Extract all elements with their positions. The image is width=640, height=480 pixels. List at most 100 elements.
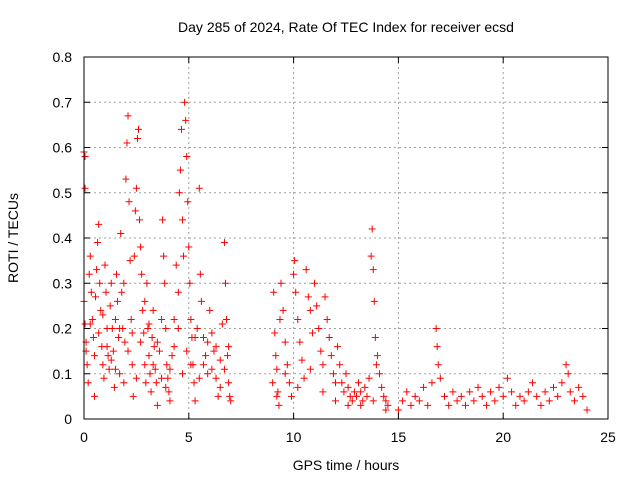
data-point (279, 306, 287, 314)
data-point (276, 315, 284, 323)
data-point (202, 352, 210, 360)
data-point (583, 406, 591, 414)
data-point (86, 252, 94, 260)
data-point (186, 279, 194, 287)
data-point (315, 325, 323, 332)
x-tick-label: 10 (286, 429, 302, 445)
data-point (95, 329, 103, 337)
data-point (296, 338, 304, 346)
data-point (206, 306, 214, 314)
data-point (575, 383, 583, 391)
data-point (81, 184, 89, 192)
data-point (428, 379, 436, 387)
data-point (92, 293, 100, 301)
data-point (449, 388, 457, 396)
data-point (212, 343, 220, 351)
data-point (407, 401, 415, 409)
data-point (149, 361, 157, 369)
data-point (227, 397, 235, 405)
data-point (158, 315, 166, 323)
data-point (273, 365, 281, 373)
y-tick-label: 0.5 (53, 185, 73, 201)
data-point (338, 379, 346, 387)
data-point (120, 379, 128, 387)
data-point (176, 166, 184, 174)
data-point (436, 374, 444, 382)
data-point (300, 374, 308, 382)
data-point (128, 361, 136, 369)
data-point (348, 397, 356, 405)
data-point (145, 320, 153, 328)
data-point (466, 388, 474, 396)
data-point (139, 306, 147, 314)
data-point (106, 302, 114, 310)
data-point (225, 379, 233, 387)
data-point (89, 334, 97, 342)
data-point (163, 361, 171, 369)
data-point (191, 397, 199, 405)
data-point (84, 379, 92, 387)
data-point (159, 216, 167, 224)
data-point (138, 270, 146, 278)
data-point (204, 370, 212, 378)
data-point (187, 315, 195, 323)
data-point (111, 315, 119, 323)
data-point (453, 397, 461, 405)
data-point (319, 388, 327, 396)
y-tick-label: 0.2 (53, 321, 73, 337)
data-point (149, 306, 157, 314)
data-point (306, 306, 314, 314)
data-point (226, 392, 234, 400)
data-point (313, 302, 321, 310)
data-point (441, 392, 449, 400)
x-tick-label: 0 (80, 429, 88, 445)
data-point (165, 388, 173, 396)
data-point (491, 397, 499, 405)
data-point (181, 98, 189, 106)
data-point (162, 383, 170, 391)
data-point (143, 279, 151, 287)
y-tick-label: 0.3 (53, 275, 73, 291)
data-point (100, 374, 108, 382)
data-point (179, 216, 187, 224)
data-point (359, 397, 367, 405)
data-point (524, 388, 532, 396)
data-point (96, 279, 104, 287)
data-point (87, 288, 95, 296)
data-point (99, 361, 107, 369)
data-point (370, 297, 378, 305)
tick-layer: 0 5 10 15 20 25 0 0.1 0.2 0.3 0.4 0.5 0.6 0.7 0.8 (53, 49, 616, 445)
data-point (125, 198, 133, 206)
data-point (195, 374, 203, 382)
data-point (172, 261, 180, 269)
data-point (212, 374, 220, 382)
data-point (150, 343, 158, 351)
data-point (281, 370, 289, 378)
data-point (124, 347, 132, 355)
data-point (269, 379, 277, 387)
data-point (512, 401, 520, 409)
data-point (378, 383, 386, 391)
data-point (503, 374, 511, 382)
y-tick-label: 0.6 (53, 140, 73, 156)
data-point (182, 116, 190, 124)
data-point (88, 315, 96, 323)
x-tick-label: 5 (185, 429, 193, 445)
data-point (487, 388, 495, 396)
y-tick-label: 0.8 (53, 49, 73, 65)
data-point (99, 311, 107, 319)
data-markers-layer (80, 98, 591, 414)
data-point (174, 288, 182, 296)
data-point (216, 356, 224, 364)
data-point (562, 361, 570, 369)
data-point (224, 352, 232, 360)
data-point (208, 329, 216, 337)
x-tick-label: 15 (391, 429, 407, 445)
data-point (117, 229, 125, 237)
data-point (361, 383, 369, 391)
data-point (105, 365, 113, 373)
data-point (554, 392, 562, 400)
data-point (340, 388, 348, 396)
data-point (376, 370, 384, 378)
data-point (214, 392, 222, 400)
